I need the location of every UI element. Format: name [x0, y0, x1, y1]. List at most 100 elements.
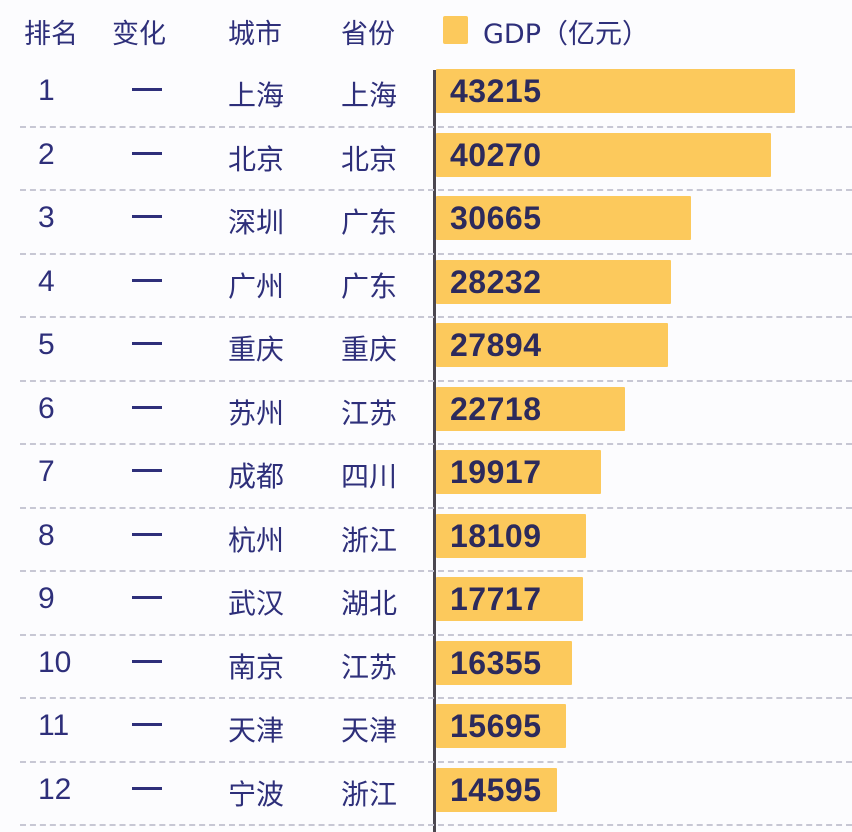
rank-cell: 7	[38, 455, 55, 488]
rank-cell: 3	[38, 201, 55, 234]
city-cell: 苏州	[228, 396, 285, 430]
row-divider	[20, 443, 852, 445]
gdp-value: 22718	[450, 390, 542, 427]
gdp-bar	[436, 450, 601, 494]
change-dash-icon	[132, 215, 162, 218]
province-cell: 浙江	[341, 523, 398, 557]
change-dash-icon	[132, 278, 162, 282]
province-cell: 江苏	[341, 650, 398, 684]
gdp-bar	[436, 69, 795, 113]
row-divider	[20, 760, 852, 763]
change-dash-icon	[132, 151, 162, 155]
gdp-bar	[436, 386, 625, 431]
gdp-value: 30665	[450, 200, 542, 236]
change-dash-icon	[132, 405, 162, 409]
city-cell: 武汉	[228, 587, 285, 620]
gdp-value: 14595	[450, 771, 542, 808]
rank-cell: 12	[38, 772, 72, 806]
row-divider	[20, 570, 852, 572]
header-change: 变化	[112, 19, 166, 50]
gdp-bar	[436, 196, 691, 240]
rank-cell: 9	[38, 582, 55, 615]
header-province: 省份	[341, 19, 395, 50]
gdp-value: 17717	[450, 581, 542, 617]
row-divider	[20, 189, 852, 191]
change-dash-icon	[132, 659, 162, 663]
gdp-bar	[436, 577, 583, 621]
rank-cell: 10	[38, 645, 72, 679]
province-cell: 上海	[341, 79, 398, 112]
city-cell: 天津	[228, 714, 285, 747]
rank-cell: 2	[38, 137, 55, 171]
gdp-value: 18109	[450, 517, 542, 554]
table-row: 9 武汉 湖北 17717	[0, 572, 852, 636]
gdp-value: 40270	[450, 136, 542, 173]
gdp-bar	[436, 767, 557, 812]
header-rank: 排名	[24, 19, 78, 50]
rank-cell: 5	[38, 328, 55, 361]
table-row: 8 杭州 浙江 18109	[0, 509, 852, 572]
gdp-value: 28232	[450, 263, 542, 300]
change-dash-icon	[132, 596, 162, 599]
change-dash-icon	[132, 786, 162, 790]
city-cell: 成都	[228, 460, 285, 493]
province-cell: 湖北	[341, 587, 398, 620]
rank-cell: 1	[38, 74, 55, 107]
gdp-value: 16355	[450, 644, 542, 681]
table-row: 6 苏州 江苏 22718	[0, 382, 852, 445]
city-cell: 深圳	[228, 206, 285, 239]
chart-axis-line	[433, 70, 436, 832]
city-cell: 宁波	[228, 777, 285, 811]
province-cell: 广东	[341, 206, 398, 239]
legend-swatch-icon	[443, 16, 468, 44]
gdp-bar	[436, 640, 572, 685]
city-cell: 重庆	[228, 333, 285, 366]
change-dash-icon	[132, 469, 162, 472]
row-divider	[20, 506, 852, 509]
gdp-value: 27894	[450, 327, 542, 363]
province-cell: 广东	[341, 269, 398, 303]
change-dash-icon	[132, 723, 162, 726]
rank-cell: 6	[38, 391, 55, 425]
change-dash-icon	[132, 88, 162, 91]
table-row: 4 广州 广东 28232	[0, 255, 852, 318]
province-cell: 浙江	[341, 777, 398, 811]
city-cell: 广州	[228, 269, 285, 303]
row-divider	[20, 824, 852, 826]
row-divider	[20, 379, 852, 382]
city-cell: 南京	[228, 650, 285, 684]
gdp-value: 43215	[450, 73, 542, 109]
change-dash-icon	[132, 532, 162, 536]
header-city: 城市	[228, 19, 282, 50]
table-row: 11 天津 天津 15695	[0, 699, 852, 763]
change-dash-icon	[132, 342, 162, 345]
legend-label: GDP（亿元）	[483, 19, 649, 50]
city-cell: 上海	[228, 79, 285, 112]
rank-cell: 4	[38, 264, 55, 298]
table-row: 7 成都 四川 19917	[0, 445, 852, 509]
gdp-bar	[436, 259, 671, 304]
gdp-value: 19917	[450, 454, 542, 490]
province-cell: 江苏	[341, 396, 398, 430]
table-row: 5 重庆 重庆 27894	[0, 318, 852, 382]
row-divider	[20, 697, 852, 699]
province-cell: 天津	[341, 714, 398, 747]
row-divider	[20, 125, 852, 128]
table-row: 10 南京 江苏 16355	[0, 636, 852, 699]
city-cell: 北京	[228, 142, 285, 176]
rank-cell: 11	[38, 709, 70, 742]
gdp-bar	[436, 323, 668, 367]
rank-cell: 8	[38, 518, 55, 552]
province-cell: 四川	[341, 460, 398, 493]
row-divider	[20, 633, 852, 636]
gdp-bar	[436, 704, 566, 748]
table-row: 12 宁波 浙江 14595	[0, 763, 852, 826]
table-row: 1 上海 上海 43215	[0, 64, 852, 128]
row-divider	[20, 252, 852, 255]
gdp-bar	[436, 513, 586, 558]
table-row: 3 深圳 广东 30665	[0, 191, 852, 255]
table-header: 排名 变化 城市 省份 GDP（亿元）	[0, 0, 852, 64]
gdp-bar	[436, 132, 771, 177]
gdp-value: 15695	[450, 708, 542, 744]
city-cell: 杭州	[228, 523, 285, 557]
